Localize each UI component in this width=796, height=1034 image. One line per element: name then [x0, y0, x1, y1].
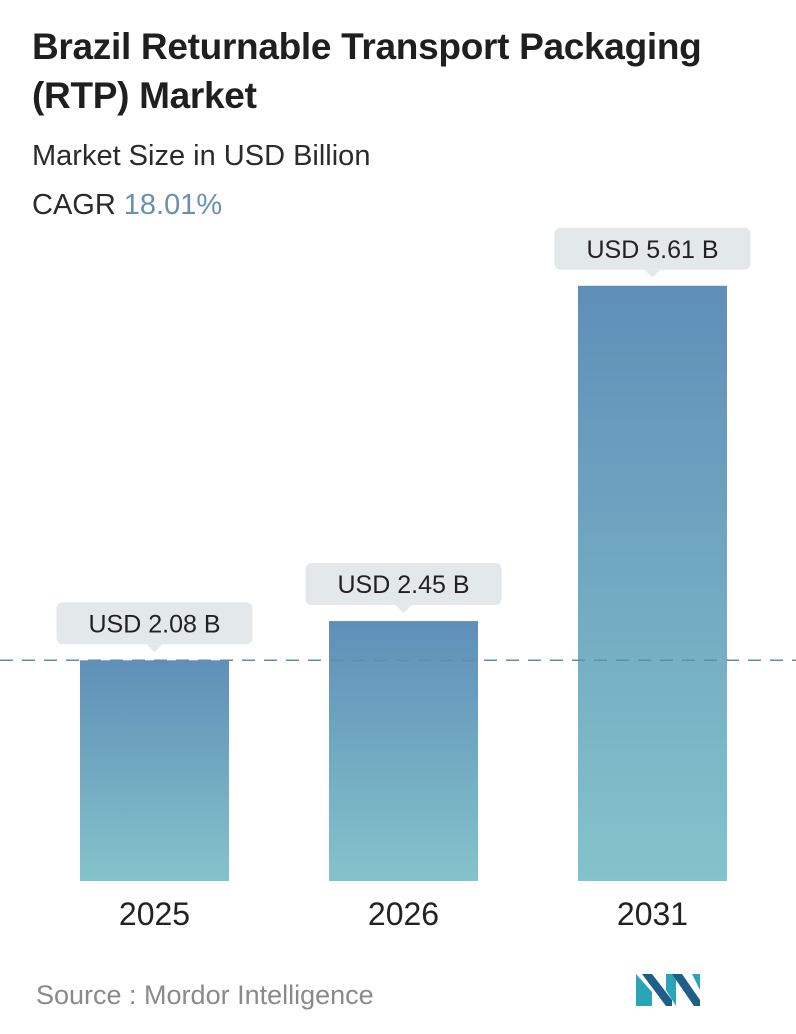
- data-label-text: USD 5.61 B: [586, 236, 718, 264]
- chart-subtitle: Market Size in USD Billion: [32, 140, 371, 172]
- data-label-text: USD 2.08 B: [88, 610, 220, 638]
- cagr-label: CAGR: [32, 189, 116, 221]
- cagr-line: CAGR 18.01%: [32, 189, 222, 222]
- data-label-text: USD 2.45 B: [337, 571, 469, 599]
- bar-2031: [578, 285, 727, 881]
- x-axis-ticks: 2025 2026 2031: [119, 896, 688, 932]
- bars-layer: [80, 285, 727, 881]
- chart-title: Brazil Returnable Transport Packaging (R…: [32, 26, 702, 116]
- data-label-2025: USD 2.08 B: [56, 602, 253, 653]
- data-label-2031: USD 5.61 B: [554, 227, 751, 278]
- bar-2025: [80, 660, 229, 881]
- x-tick-2031: 2031: [617, 896, 688, 932]
- x-tick-2026: 2026: [368, 896, 439, 932]
- cagr-value: 18.01%: [123, 189, 223, 221]
- data-labels-layer: USD 2.08 B USD 2.45 B USD 5.61 B: [56, 227, 751, 653]
- mordor-logo-icon: [636, 974, 700, 1006]
- source-text: Source : Mordor Intelligence: [36, 980, 374, 1010]
- x-tick-2025: 2025: [119, 896, 190, 932]
- bar-2026: [329, 621, 478, 881]
- data-label-2026: USD 2.45 B: [305, 563, 502, 614]
